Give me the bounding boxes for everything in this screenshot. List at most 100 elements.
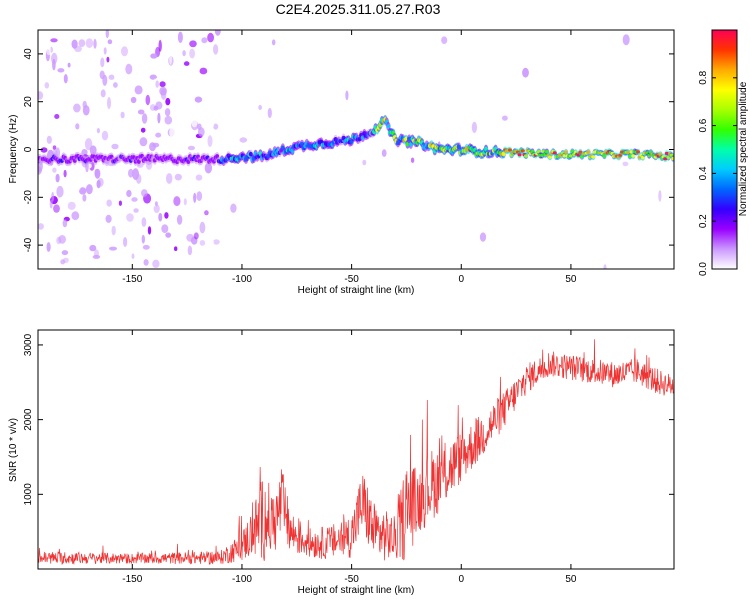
snr-panel: -150 -100 -50 0 50 1000 2000 3000 Height of str… xyxy=(8,329,675,596)
spectrogram-noise-blob xyxy=(50,38,58,43)
spectrogram-noise-blob xyxy=(141,189,148,197)
spectrogram-ridge-core xyxy=(517,153,522,157)
spectrogram-plot-area xyxy=(38,30,674,269)
spectrogram-noise-blob xyxy=(362,159,367,166)
colorbar-tick-label: 0.2 xyxy=(698,214,709,228)
spectrogram-noise-blob xyxy=(213,123,219,130)
spectrogram-ridge-core xyxy=(456,144,461,150)
spectrogram-noise-blob xyxy=(106,56,110,63)
spectrogram-noise-blob xyxy=(214,30,221,36)
spectrogram-noise-blob xyxy=(125,63,133,75)
spectrogram-noise-blob xyxy=(128,168,134,178)
spectrogram-ytick-label: 40 xyxy=(23,48,34,60)
spectrogram-noise-blob xyxy=(38,223,44,230)
spectrogram-noise-blob xyxy=(118,116,127,126)
spectrogram-noise-blob xyxy=(94,168,101,179)
spectrogram-noise-blob xyxy=(187,174,195,182)
spectrogram-noise-blob xyxy=(105,30,109,39)
spectrogram-noise-blob xyxy=(53,204,60,213)
spectrogram-noise-blob xyxy=(189,48,196,59)
spectrogram-noise-blob xyxy=(258,105,262,110)
spectrogram-panel: -150 -100 -50 0 50 -40 -20 0 20 40 Height of stra… xyxy=(8,29,675,296)
spectrogram-noise-blob xyxy=(230,203,237,213)
spectrogram-noise-blob xyxy=(56,185,64,198)
spectrogram-noise-blob xyxy=(123,237,128,247)
spectrogram-noise-blob xyxy=(83,48,91,60)
spectrogram-noise-blob xyxy=(108,74,115,80)
spectrogram-noise-blob xyxy=(183,61,190,66)
spectrogram-ridge-core xyxy=(671,156,674,161)
spectrogram-noise-blob xyxy=(38,103,43,112)
snr-xtick-label: 50 xyxy=(565,574,577,585)
spectrogram-noise-blob xyxy=(82,194,87,202)
spectrogram-noise-blob xyxy=(39,172,45,182)
spectrogram-noise-blob xyxy=(101,258,106,263)
spectrogram-noise-blob xyxy=(107,97,111,109)
colorbar-tick-label: 0.8 xyxy=(698,70,709,84)
spectrogram-noise-blob xyxy=(164,69,171,74)
spectrogram-noise-blob xyxy=(147,39,153,45)
spectrogram-noise-blob xyxy=(182,50,186,57)
spectrogram-noise-blob xyxy=(170,103,176,116)
spectrogram-noise-blob xyxy=(78,222,86,234)
spectrogram-ridge-core xyxy=(664,151,669,156)
spectrogram-noise-blob xyxy=(206,44,212,52)
spectrogram-noise-blob xyxy=(131,253,135,259)
spectrogram-noise-blob xyxy=(121,184,127,190)
spectrogram-noise-blob xyxy=(174,246,178,251)
spectrogram-noise-blob xyxy=(130,96,137,104)
spectrogram-xtick-label: -100 xyxy=(232,274,252,285)
spectrogram-noise-blob xyxy=(164,212,169,219)
spectrogram-noise-blob xyxy=(55,73,63,83)
spectrogram-noise-blob xyxy=(166,173,173,184)
spectrogram-noise-blob xyxy=(43,31,50,38)
spectrogram-noise-blob xyxy=(159,86,167,96)
spectrogram-noise-blob xyxy=(89,244,97,252)
spectrogram-noise-blob xyxy=(62,219,68,228)
spectrogram-noise-blob xyxy=(141,217,147,227)
spectrogram-noise-blob xyxy=(502,115,508,121)
spectrogram-noise-blob xyxy=(658,190,662,202)
spectrogram-noise-blob xyxy=(126,213,134,222)
spectrogram-noise-blob xyxy=(208,237,214,249)
spectrogram-noise-blob xyxy=(134,85,143,95)
spectrogram-noise-blob xyxy=(49,199,53,209)
snr-ytick-label: 3000 xyxy=(23,333,34,356)
spectrogram-ridge-core xyxy=(628,154,632,158)
spectrogram-noise-blob xyxy=(204,118,209,129)
spectrogram-noise-blob xyxy=(67,62,71,68)
spectrogram-ridge-core xyxy=(591,155,596,159)
spectrogram-noise-blob xyxy=(82,30,88,36)
spectrogram-noise-blob xyxy=(158,39,162,52)
spectrogram-noise-blob xyxy=(196,105,201,114)
spectrogram-noise-blob xyxy=(163,47,170,58)
spectrogram-noise-blob xyxy=(137,250,141,257)
snr-xtick-label: -50 xyxy=(344,574,359,585)
spectrogram-noise-blob xyxy=(52,58,56,71)
spectrogram-noise-blob xyxy=(132,168,140,181)
spectrogram-noise-blob xyxy=(111,143,119,150)
spectrogram-noise-blob xyxy=(121,46,128,57)
spectrogram-noise-blob xyxy=(63,169,67,178)
spectrogram-noise-blob xyxy=(165,97,171,106)
spectrogram-noise-blob xyxy=(152,142,160,148)
snr-series-line xyxy=(37,339,675,566)
spectrogram-noise-blob xyxy=(52,145,57,150)
spectrogram-frame xyxy=(37,29,675,270)
spectrogram-noise-blob xyxy=(149,104,156,111)
spectrogram-noise-blob xyxy=(158,212,163,222)
spectrogram-noise-blob xyxy=(197,127,205,137)
spectrogram-noise-blob xyxy=(213,44,219,55)
spectrogram-ticks: -150 -100 -50 0 50 -40 -20 0 20 40 xyxy=(23,30,674,285)
spectrogram-noise-blob xyxy=(93,233,101,241)
spectrogram-noise-blob xyxy=(243,161,250,173)
spectrogram-noise-blob xyxy=(239,137,248,143)
spectrogram-noise-blob xyxy=(177,31,183,43)
spectrogram-noise-blob xyxy=(203,50,208,57)
snr-xlabel: Height of straight line (km) xyxy=(298,585,415,596)
spectrogram-noise-blob xyxy=(522,67,529,78)
spectrogram-noise-blob xyxy=(85,38,94,48)
snr-ylabel: SNR (10 * v/v) xyxy=(8,418,19,482)
spectrogram-noise-blob xyxy=(82,100,87,109)
spectrogram-noise-blob xyxy=(134,62,142,71)
